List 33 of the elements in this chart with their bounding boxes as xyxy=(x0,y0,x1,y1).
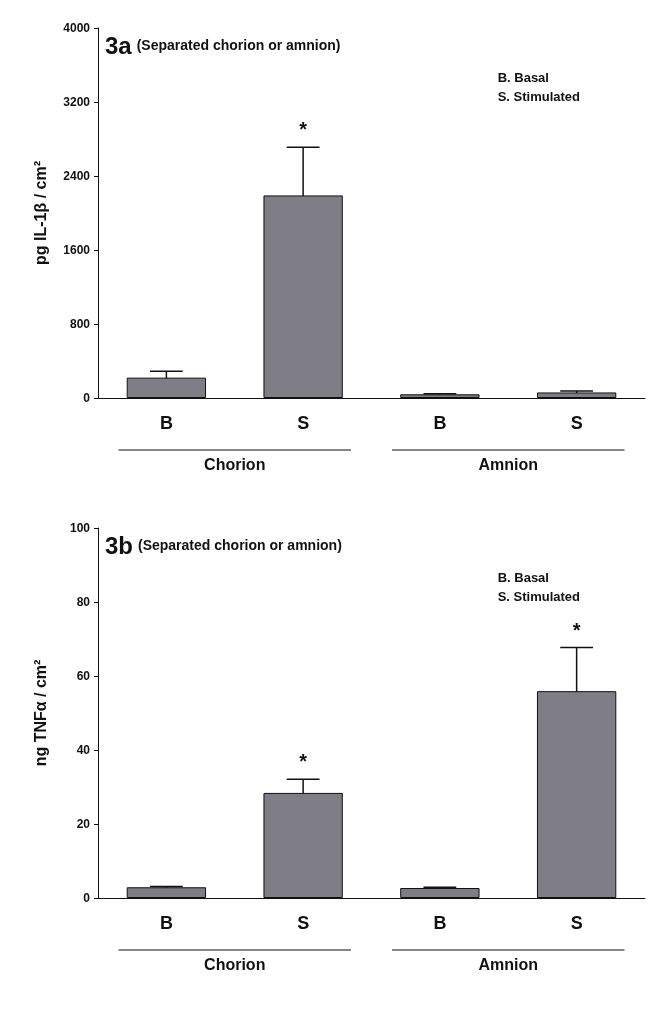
data-label: * xyxy=(299,118,308,141)
y-tick-label: 80 xyxy=(76,595,91,609)
text: Chorion xyxy=(204,955,266,973)
x-tick-label: S xyxy=(297,413,310,433)
x-tick-label: B xyxy=(159,913,173,933)
data-label: * xyxy=(299,750,308,773)
text: Amnion xyxy=(478,455,539,473)
text: Chorion xyxy=(204,455,266,473)
data-label: * xyxy=(572,618,581,641)
y-tick-label: 100 xyxy=(69,521,91,535)
chart-title: 3a (Separated chorion or amnion) xyxy=(105,31,341,59)
x-tick-label: B xyxy=(433,413,447,433)
x-tick-label: S xyxy=(570,913,583,933)
x-tick-label: S xyxy=(297,913,310,933)
y-tick-label: 0 xyxy=(83,391,91,405)
text: B. Basal S. Stimulated xyxy=(497,570,581,604)
y-tick-label: 0 xyxy=(83,891,91,905)
x-tick-label: B xyxy=(433,913,447,933)
text: Amnion xyxy=(478,955,539,973)
x-tick-label: S xyxy=(570,413,583,433)
chart-title: 3b (Separated chorion or amnion) xyxy=(105,531,342,559)
y-tick-label: 1600 xyxy=(63,243,91,257)
y-tick-label: 20 xyxy=(76,817,91,831)
y-tick-label: 3200 xyxy=(63,95,91,109)
y-axis-title: ng TNFα / cm² xyxy=(31,659,49,767)
text: B. Basal S. Stimulated xyxy=(497,70,581,104)
y-tick-label: 40 xyxy=(76,743,91,757)
y-tick-label: 800 xyxy=(69,317,91,331)
x-tick-label: B xyxy=(159,413,173,433)
y-tick-label: 60 xyxy=(76,669,91,683)
y-tick-label: 4000 xyxy=(63,21,91,35)
y-tick-label: 2400 xyxy=(63,169,91,183)
y-axis-title: pg IL-1β / cm² xyxy=(31,161,49,265)
